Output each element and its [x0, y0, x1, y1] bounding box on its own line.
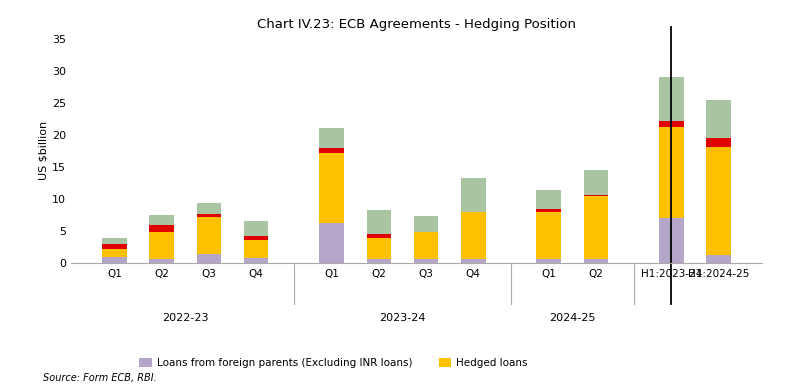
Bar [659, 218, 684, 263]
Bar [584, 259, 608, 263]
Bar [461, 178, 486, 212]
Bar [196, 253, 221, 263]
Bar [149, 232, 174, 259]
Bar [413, 232, 439, 259]
Bar [366, 238, 391, 259]
Legend: Loans from foreign parents (Excluding INR loans), Hedged loans: Loans from foreign parents (Excluding IN… [135, 354, 532, 372]
Bar [659, 127, 684, 218]
Bar [149, 225, 174, 232]
Bar [584, 170, 608, 195]
Bar [102, 257, 127, 263]
Bar [584, 195, 608, 197]
Bar [707, 255, 731, 263]
Bar [584, 197, 608, 259]
Bar [244, 236, 268, 240]
Y-axis label: US $billion: US $billion [39, 122, 49, 180]
Bar [196, 214, 221, 217]
Bar [537, 259, 561, 263]
Bar [366, 259, 391, 263]
Bar [319, 223, 344, 263]
Bar [196, 203, 221, 214]
Bar [366, 210, 391, 234]
Text: 2023-24: 2023-24 [379, 313, 426, 322]
Bar [319, 153, 344, 223]
Bar [659, 122, 684, 127]
Bar [319, 128, 344, 148]
Bar [149, 215, 174, 225]
Bar [413, 216, 439, 232]
Bar [707, 99, 731, 138]
Text: 2024-25: 2024-25 [549, 313, 596, 322]
Bar [461, 212, 486, 259]
Bar [537, 212, 561, 259]
Bar [366, 234, 391, 238]
Bar [319, 148, 344, 153]
Bar [707, 138, 731, 147]
Bar [659, 77, 684, 122]
Title: Chart IV.23: ECB Agreements - Hedging Position: Chart IV.23: ECB Agreements - Hedging Po… [257, 17, 576, 31]
Bar [413, 259, 439, 263]
Bar [102, 244, 127, 249]
Text: Source: Form ECB, RBI.: Source: Form ECB, RBI. [43, 373, 157, 383]
Bar [244, 240, 268, 258]
Bar [149, 259, 174, 263]
Bar [461, 259, 486, 263]
Bar [244, 221, 268, 236]
Bar [244, 258, 268, 263]
Bar [707, 147, 731, 255]
Bar [196, 217, 221, 253]
Text: 2022-23: 2022-23 [162, 313, 208, 322]
Bar [537, 209, 561, 212]
Bar [102, 238, 127, 244]
Bar [102, 249, 127, 257]
Bar [537, 190, 561, 209]
